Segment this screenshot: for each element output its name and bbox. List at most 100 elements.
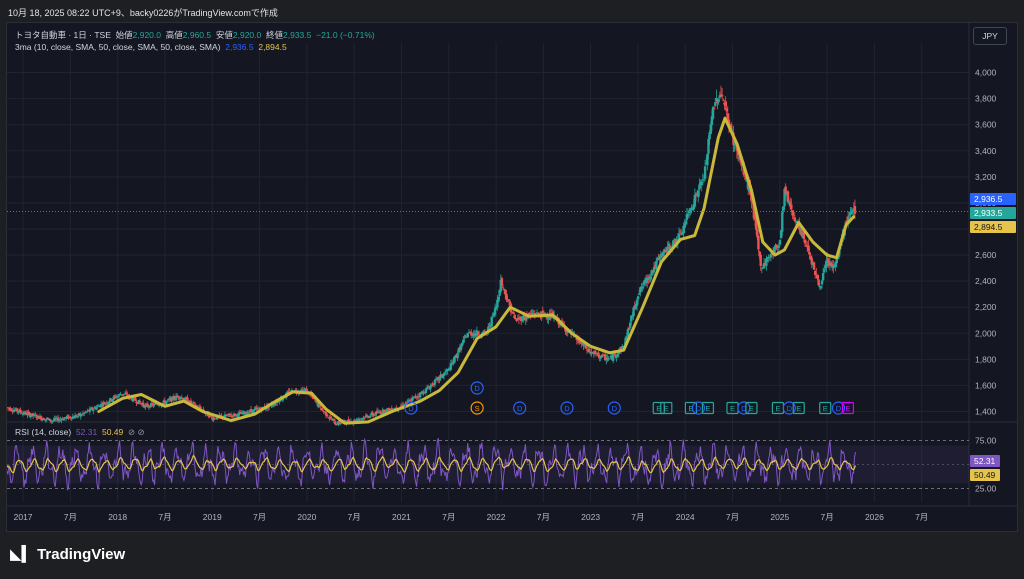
candle-body xyxy=(613,353,616,354)
candle-body xyxy=(321,409,324,411)
candle-body xyxy=(757,235,760,250)
event-marker-letter: S xyxy=(475,404,480,413)
candle-body xyxy=(683,223,686,229)
candle-body xyxy=(505,293,508,300)
candle-body xyxy=(10,409,13,411)
candle-body xyxy=(463,337,466,339)
candle-body xyxy=(531,314,534,315)
high-value: 2,960.5 xyxy=(182,30,212,40)
candle-body xyxy=(179,397,182,400)
candle-body xyxy=(19,409,22,413)
candle-body xyxy=(254,408,257,410)
candle-body xyxy=(692,204,695,210)
candle-body xyxy=(533,312,537,315)
candle-body xyxy=(464,335,467,337)
time-tick-label: 2019 xyxy=(203,512,222,522)
candle-body xyxy=(442,373,446,377)
event-marker-letter: D xyxy=(836,404,842,413)
candle-body xyxy=(44,419,47,421)
candle-body xyxy=(367,417,371,418)
candle-body xyxy=(674,238,677,244)
candle-body xyxy=(597,352,600,357)
candle-body xyxy=(177,395,180,398)
candle-body xyxy=(146,404,149,407)
event-marker-letter: E xyxy=(705,404,710,413)
candle-body xyxy=(408,399,412,401)
candle-body xyxy=(724,102,727,107)
candle-body xyxy=(71,416,75,419)
time-tick-label: 7月 xyxy=(158,512,171,522)
time-tick-label: 2025 xyxy=(770,512,789,522)
snapshot-caption: 10月 18, 2025 08:22 UTC+9、backy0226がTradi… xyxy=(8,8,278,18)
candle-body xyxy=(500,278,504,286)
candle-body xyxy=(527,312,531,316)
time-tick-label: 7月 xyxy=(442,512,455,522)
candle-body xyxy=(530,313,533,315)
candle-body xyxy=(466,333,470,338)
candle-body xyxy=(305,388,308,393)
candle-body xyxy=(708,132,711,140)
price-axis-tag-label: 2,894.5 xyxy=(974,222,1003,232)
candle-body xyxy=(773,247,776,253)
candle-body xyxy=(174,395,178,400)
candle-body xyxy=(85,411,88,413)
candle-body xyxy=(808,252,811,255)
candle-body xyxy=(630,315,633,322)
candle-body xyxy=(456,353,459,359)
candle-body xyxy=(626,329,630,337)
price-tick-label: 3,600 xyxy=(975,120,997,130)
candle-body xyxy=(330,418,333,420)
candle-body xyxy=(327,417,330,419)
candle-body xyxy=(850,210,853,212)
event-marker-letter: D xyxy=(696,404,702,413)
candle-body xyxy=(42,417,45,420)
candle-body xyxy=(478,334,481,336)
candle-body xyxy=(80,414,84,416)
candle-body xyxy=(424,388,428,394)
candle-body xyxy=(9,408,12,411)
candle-body xyxy=(379,412,382,414)
dividend-marker xyxy=(560,401,574,415)
candle-body xyxy=(117,395,120,398)
candle-body xyxy=(339,423,342,425)
candle-body xyxy=(29,415,33,418)
candle-body xyxy=(401,404,405,407)
candle-body xyxy=(677,233,681,241)
candle-body xyxy=(777,245,781,248)
candle-body xyxy=(538,313,541,316)
candle-body xyxy=(186,397,189,403)
candle-body xyxy=(820,280,824,285)
candle-body xyxy=(541,310,544,315)
candle-body xyxy=(252,409,255,414)
candle-body xyxy=(332,418,336,421)
candle-body xyxy=(804,244,808,246)
candle-body xyxy=(404,403,407,406)
chart-panel[interactable]: 4,0003,8003,6003,4003,2003,0002,8002,600… xyxy=(6,22,1018,532)
candle-body xyxy=(825,260,828,268)
earnings-marker xyxy=(652,401,665,415)
candle-body xyxy=(429,385,432,390)
candle-body xyxy=(111,399,114,402)
candle-body xyxy=(709,124,712,134)
visibility-icon[interactable]: ⊘ ⊘ xyxy=(125,427,145,437)
candle-body xyxy=(707,138,710,154)
candle-body xyxy=(62,418,65,421)
rsi-label: RSI (14, close) xyxy=(15,427,72,437)
candle-body xyxy=(686,214,690,216)
candle-body xyxy=(371,412,374,416)
candle-body xyxy=(682,225,685,234)
price-chart-svg[interactable]: 4,0003,8003,6003,4003,2003,0002,8002,600… xyxy=(7,23,1017,531)
candle-body xyxy=(616,353,619,356)
candle-body xyxy=(807,245,810,251)
candle-body xyxy=(219,414,222,417)
candle-body xyxy=(418,392,422,398)
candle-body xyxy=(322,410,325,412)
candle-body xyxy=(719,94,723,96)
time-tick-label: 7月 xyxy=(631,512,644,522)
currency-button[interactable]: JPY xyxy=(973,27,1007,45)
candle-body xyxy=(228,413,231,416)
candle-body xyxy=(521,320,524,321)
candle-body xyxy=(512,311,515,314)
candle-body xyxy=(347,419,350,422)
rsi-tick-label: 25.00 xyxy=(975,483,997,493)
